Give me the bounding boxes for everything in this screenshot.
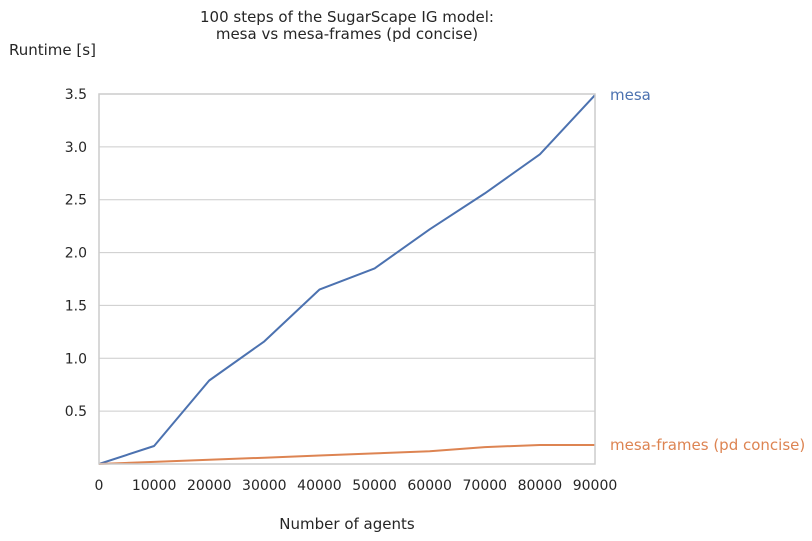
x-tick-label: 50000 — [352, 478, 397, 494]
y-tick-label: 2.5 — [65, 193, 87, 209]
chart-title-line-1: 100 steps of the SugarScape IG model: — [200, 8, 494, 26]
chart-title-line-2: mesa vs mesa-frames (pd concise) — [216, 25, 478, 43]
x-tick-label: 40000 — [297, 478, 342, 494]
y-tick-label: 1.0 — [65, 351, 87, 367]
series-line-mesa-frames — [98, 444, 595, 465]
x-axis-title: Number of agents — [279, 515, 415, 533]
series-labels: mesa mesa-frames (pd concise) — [610, 86, 805, 454]
x-tick-label: 80000 — [518, 478, 563, 494]
y-tick-label: 3.0 — [65, 140, 87, 156]
y-axis-title: Runtime [s] — [9, 41, 96, 59]
x-tick-label: 10000 — [132, 478, 177, 494]
series-line-mesa — [98, 94, 596, 465]
series-label-mesa-frames: mesa-frames (pd concise) — [610, 436, 805, 454]
gridlines — [99, 93, 595, 412]
y-tick-labels: 0.5 1.0 1.5 2.0 2.5 3.0 3.5 — [65, 87, 87, 420]
series-label-mesa: mesa — [610, 86, 651, 104]
y-tick-label: 1.5 — [65, 298, 87, 314]
plot-frame — [98, 93, 596, 465]
x-tick-label: 30000 — [242, 478, 287, 494]
series-lines — [98, 94, 596, 465]
x-tick-label: 70000 — [463, 478, 508, 494]
y-tick-label: 0.5 — [65, 404, 87, 420]
x-tick-label: 90000 — [573, 478, 618, 494]
x-tick-label: 60000 — [407, 478, 452, 494]
x-tick-labels: 0 10000 20000 30000 40000 50000 60000 70000 8000… — [95, 478, 618, 494]
x-tick-label: 20000 — [187, 478, 232, 494]
y-tick-label: 2.0 — [65, 246, 87, 262]
y-tick-label: 3.5 — [65, 87, 87, 103]
x-tick-label: 0 — [95, 478, 104, 494]
